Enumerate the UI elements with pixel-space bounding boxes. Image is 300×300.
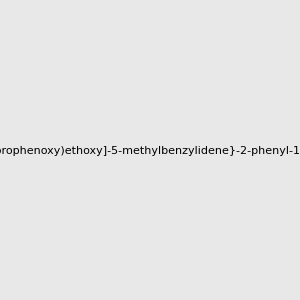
Text: 4-{2-[2-(2,4-dichlorophenoxy)ethoxy]-5-methylbenzylidene}-2-phenyl-1,3-oxazol-5(: 4-{2-[2-(2,4-dichlorophenoxy)ethoxy]-5-m… [0,146,300,157]
